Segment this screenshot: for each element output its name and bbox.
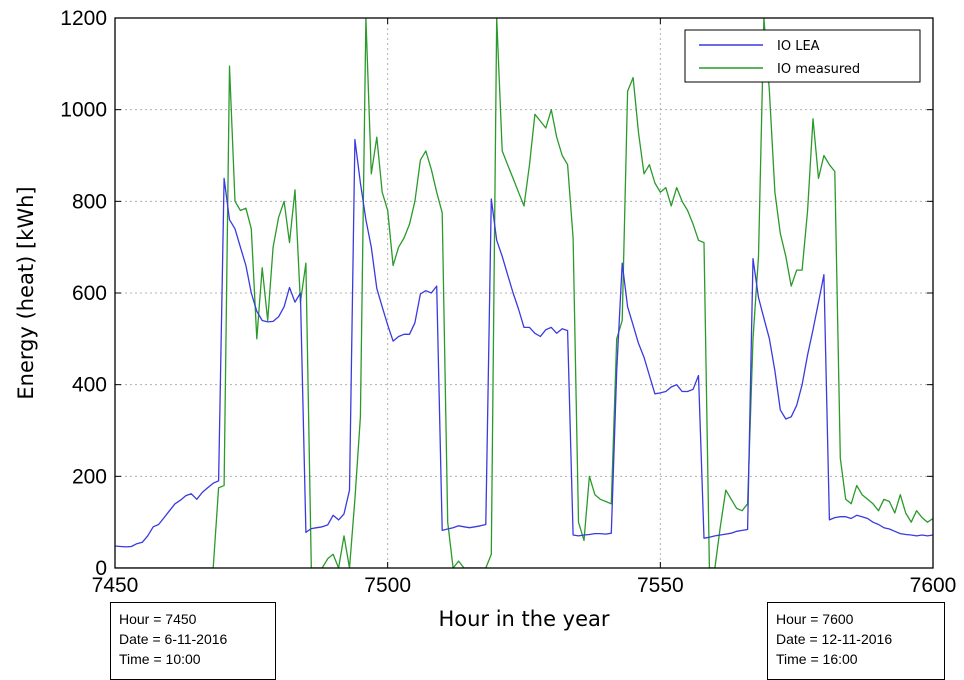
y-tick-label: 600 (72, 282, 107, 305)
series-line-io-measured (115, 18, 933, 568)
start-hour-note-date: Date = 6-11-2016 (119, 631, 228, 647)
x-tick-label: 7600 (910, 574, 957, 597)
x-tick-label: 7550 (637, 574, 684, 597)
start-hour-note-hour: Hour = 7450 (119, 611, 197, 627)
legend: IO LEA IO measured (684, 29, 921, 83)
start-hour-note-time: Time = 10:00 (119, 651, 201, 667)
x-tick-label: 7450 (92, 574, 139, 597)
end-hour-note-date: Date = 12-11-2016 (776, 631, 893, 647)
end-hour-note: Hour = 7600 Date = 12-11-2016 Time = 16:… (767, 602, 945, 680)
legend-box (684, 29, 921, 83)
end-hour-note-time: Time = 16:00 (776, 651, 858, 667)
ticks (114, 17, 934, 569)
end-hour-note-hour: Hour = 7600 (776, 611, 854, 627)
legend-label-io-measured: IO measured (777, 62, 860, 77)
x-tick-label: 7500 (364, 574, 411, 597)
y-axis-title: Energy (heat) [kWh] (14, 186, 38, 399)
series-layer (115, 18, 933, 568)
x-axis-title: Hour in the year (438, 607, 609, 631)
y-tick-label: 400 (72, 374, 107, 397)
y-tick-label: 200 (72, 465, 107, 488)
y-tick-label: 800 (72, 190, 107, 213)
tick-labels: 7450 7500 7550 7600 0 200 400 600 800 1000 1200 (60, 7, 956, 597)
grid (115, 18, 933, 568)
y-tick-label: 0 (95, 557, 107, 580)
start-hour-note: Hour = 7450 Date = 6-11-2016 Time = 10:0… (110, 602, 276, 680)
legend-label-io-lea: IO LEA (777, 39, 820, 54)
series-line-io-lea (115, 138, 933, 548)
y-tick-label: 1200 (60, 7, 107, 30)
y-tick-label: 1000 (60, 99, 107, 122)
